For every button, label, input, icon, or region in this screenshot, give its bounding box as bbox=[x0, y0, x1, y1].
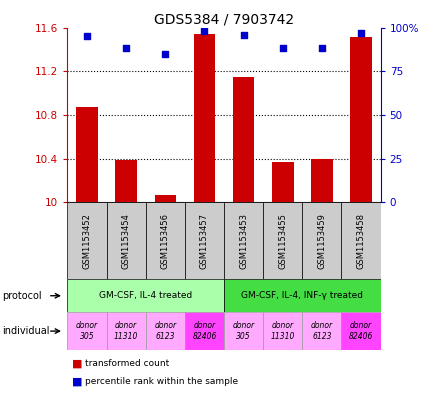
Text: GSM1153453: GSM1153453 bbox=[239, 213, 247, 269]
Point bbox=[161, 51, 168, 57]
Text: donor
6123: donor 6123 bbox=[310, 321, 332, 341]
Point bbox=[318, 45, 325, 51]
Text: GM-CSF, IL-4, INF-γ treated: GM-CSF, IL-4, INF-γ treated bbox=[241, 291, 362, 300]
Text: donor
11310: donor 11310 bbox=[114, 321, 138, 341]
Text: percentile rank within the sample: percentile rank within the sample bbox=[85, 377, 237, 386]
Bar bbox=[302, 312, 341, 350]
Bar bbox=[263, 202, 302, 279]
Bar bbox=[154, 195, 176, 202]
Point bbox=[279, 45, 286, 51]
Text: GM-CSF, IL-4 treated: GM-CSF, IL-4 treated bbox=[99, 291, 192, 300]
Text: GSM1153459: GSM1153459 bbox=[317, 213, 326, 269]
Text: GSM1153452: GSM1153452 bbox=[82, 213, 91, 269]
Text: donor
82406: donor 82406 bbox=[192, 321, 216, 341]
Text: GSM1153455: GSM1153455 bbox=[278, 213, 286, 269]
Bar bbox=[224, 312, 263, 350]
Bar bbox=[224, 202, 263, 279]
Text: ■: ■ bbox=[72, 376, 82, 386]
Text: donor
305: donor 305 bbox=[76, 321, 98, 341]
Bar bbox=[106, 312, 145, 350]
Bar bbox=[145, 312, 184, 350]
Text: individual: individual bbox=[2, 326, 49, 336]
Bar bbox=[67, 202, 106, 279]
Bar bbox=[349, 37, 371, 202]
Bar bbox=[184, 202, 224, 279]
Point bbox=[357, 29, 364, 36]
Text: donor
6123: donor 6123 bbox=[154, 321, 176, 341]
Bar bbox=[193, 34, 215, 202]
Point bbox=[240, 31, 247, 38]
Bar bbox=[271, 162, 293, 202]
Point bbox=[201, 28, 207, 34]
Text: GSM1153456: GSM1153456 bbox=[161, 213, 169, 269]
Text: donor
82406: donor 82406 bbox=[348, 321, 372, 341]
Bar bbox=[145, 202, 184, 279]
Bar bbox=[224, 279, 380, 312]
Bar bbox=[115, 160, 137, 202]
Text: protocol: protocol bbox=[2, 291, 42, 301]
Text: GSM1153458: GSM1153458 bbox=[356, 213, 365, 269]
Bar bbox=[76, 107, 98, 202]
Bar bbox=[310, 159, 332, 202]
Text: donor
11310: donor 11310 bbox=[270, 321, 294, 341]
Bar bbox=[67, 279, 224, 312]
Text: GSM1153454: GSM1153454 bbox=[122, 213, 130, 269]
Bar bbox=[302, 202, 341, 279]
Point bbox=[122, 45, 129, 51]
Bar bbox=[232, 77, 254, 202]
Text: transformed count: transformed count bbox=[85, 359, 169, 368]
Bar bbox=[67, 312, 106, 350]
Bar bbox=[341, 312, 380, 350]
Bar bbox=[184, 312, 224, 350]
Bar bbox=[341, 202, 380, 279]
Text: ■: ■ bbox=[72, 358, 82, 369]
Point bbox=[83, 33, 90, 39]
Text: donor
305: donor 305 bbox=[232, 321, 254, 341]
Bar bbox=[106, 202, 145, 279]
Text: GSM1153457: GSM1153457 bbox=[200, 213, 208, 269]
Bar bbox=[263, 312, 302, 350]
Title: GDS5384 / 7903742: GDS5384 / 7903742 bbox=[154, 12, 293, 26]
